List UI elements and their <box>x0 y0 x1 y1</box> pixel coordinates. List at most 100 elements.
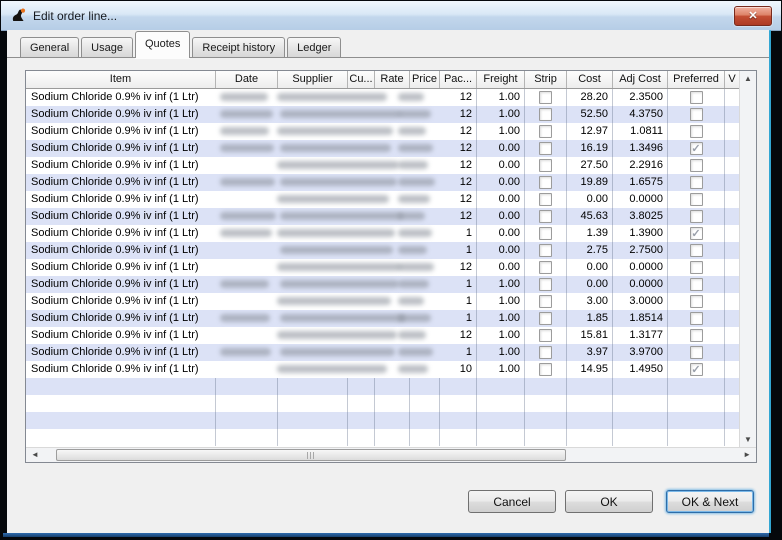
strip-checkbox[interactable] <box>539 227 552 240</box>
cell-item: Sodium Chloride 0.9% iv inf (1 Ltr) <box>26 106 216 123</box>
tab-receipt-history[interactable]: Receipt history <box>192 37 286 58</box>
cell-item <box>26 395 216 412</box>
cell-adj_cost: 1.6575 <box>613 174 668 191</box>
preferred-checkbox[interactable] <box>689 125 703 138</box>
cell-pack: 10 <box>440 361 477 378</box>
preferred-checkbox[interactable] <box>689 176 703 189</box>
redacted-streak <box>220 348 271 356</box>
cell-pack: 12 <box>440 208 477 225</box>
cancel-button[interactable]: Cancel <box>468 490 556 513</box>
preferred-checkbox[interactable]: ✓ <box>689 227 703 240</box>
cell-cost: 2.75 <box>567 242 613 259</box>
close-button[interactable]: ✕ <box>734 6 772 26</box>
column-header-pack[interactable]: Pac... <box>440 71 477 88</box>
cell-pack <box>440 429 477 446</box>
horizontal-scrollbar-thumb[interactable] <box>56 449 566 461</box>
column-header-freight[interactable]: Freight <box>477 71 525 88</box>
cell-pack: 12 <box>440 259 477 276</box>
cell-pack: 1 <box>440 293 477 310</box>
preferred-checkbox[interactable] <box>689 261 703 274</box>
column-header-item[interactable]: Item <box>26 71 216 88</box>
cell-preferred <box>668 395 725 412</box>
strip-checkbox[interactable] <box>539 193 552 206</box>
cell-cost: 3.00 <box>567 293 613 310</box>
ok-and-next-button[interactable]: OK & Next <box>666 490 754 513</box>
quotes-table: Item Date Supplier Cu... Rate Price Pac... Frei… <box>25 70 757 463</box>
column-header-cu[interactable]: Cu... <box>348 71 375 88</box>
column-header-strip[interactable]: Strip <box>525 71 567 88</box>
preferred-checkbox[interactable] <box>689 346 703 359</box>
strip-checkbox[interactable] <box>539 125 552 138</box>
column-header-v[interactable]: V <box>728 73 736 85</box>
vertical-scrollbar[interactable]: ▲ ▼ <box>739 71 756 447</box>
redacted-streak <box>220 110 273 118</box>
titlebar[interactable]: Edit order line... ✕ <box>1 1 781 31</box>
cell-cu <box>348 378 375 395</box>
strip-checkbox[interactable] <box>539 142 552 155</box>
cell-date <box>216 412 278 429</box>
preferred-checkbox[interactable] <box>689 329 703 342</box>
strip-checkbox[interactable] <box>539 363 552 376</box>
column-header-adj_cost[interactable]: Adj Cost <box>613 71 668 88</box>
cell-freight <box>477 429 525 446</box>
column-header-price[interactable]: Price <box>410 71 440 88</box>
scroll-left-icon[interactable]: ◄ <box>31 450 39 459</box>
table-row[interactable]: Sodium Chloride 0.9% iv inf (1 Ltr) 12 1.0… <box>26 327 739 344</box>
preferred-checkbox[interactable] <box>689 91 703 104</box>
column-header-rate[interactable]: Rate <box>375 71 410 88</box>
strip-checkbox[interactable] <box>539 295 552 308</box>
tab-general[interactable]: General <box>20 37 80 58</box>
tab-ledger[interactable]: Ledger <box>287 37 342 58</box>
strip-checkbox[interactable] <box>539 176 552 189</box>
preferred-checkbox[interactable]: ✓ <box>689 363 703 376</box>
scroll-right-icon[interactable]: ► <box>743 450 751 459</box>
column-header-date[interactable]: Date <box>216 71 278 88</box>
redacted-row <box>215 327 447 344</box>
redacted-streak <box>398 314 431 322</box>
cell-pack: 1 <box>440 276 477 293</box>
column-header-preferred[interactable]: Preferred <box>668 71 725 88</box>
horizontal-scrollbar[interactable]: ◄ ► <box>26 447 756 462</box>
tab-panel-divider <box>7 57 769 58</box>
preferred-checkbox[interactable] <box>689 244 703 257</box>
preferred-checkbox[interactable] <box>689 193 703 206</box>
scroll-down-icon[interactable]: ▼ <box>744 435 752 444</box>
strip-checkbox[interactable] <box>539 244 552 257</box>
preferred-checkbox[interactable] <box>689 295 703 308</box>
strip-checkbox[interactable] <box>539 278 552 291</box>
strip-checkbox[interactable] <box>539 312 552 325</box>
column-header-supplier[interactable]: Supplier <box>278 71 348 88</box>
check-icon: ✓ <box>691 142 701 155</box>
strip-checkbox[interactable] <box>539 91 552 104</box>
scroll-up-icon[interactable]: ▲ <box>744 74 752 83</box>
preferred-checkbox[interactable] <box>689 312 703 325</box>
preferred-checkbox[interactable] <box>689 278 703 291</box>
cell-item: Sodium Chloride 0.9% iv inf (1 Ltr) <box>26 293 216 310</box>
column-header-cost[interactable]: Cost <box>567 71 613 88</box>
preferred-checkbox[interactable]: ✓ <box>689 142 703 155</box>
redacted-streak <box>398 161 428 169</box>
cell-freight: 0.00 <box>477 208 525 225</box>
strip-checkbox[interactable] <box>539 108 552 121</box>
cell-v <box>725 225 739 242</box>
cell-strip <box>525 123 567 140</box>
tab-quotes[interactable]: Quotes <box>134 31 191 58</box>
tab-usage[interactable]: Usage <box>81 37 133 58</box>
cell-cost: 3.97 <box>567 344 613 361</box>
strip-checkbox[interactable] <box>539 261 552 274</box>
strip-checkbox[interactable] <box>539 159 552 172</box>
cell-v <box>725 361 739 378</box>
strip-checkbox[interactable] <box>539 210 552 223</box>
cell-v <box>725 378 739 395</box>
cell-item <box>26 412 216 429</box>
cell-cost <box>567 395 613 412</box>
cell-freight: 1.00 <box>477 293 525 310</box>
strip-checkbox[interactable] <box>539 346 552 359</box>
strip-checkbox[interactable] <box>539 329 552 342</box>
preferred-checkbox[interactable] <box>689 108 703 121</box>
preferred-checkbox[interactable] <box>689 159 703 172</box>
cell-cost: 16.19 <box>567 140 613 157</box>
cell-item: Sodium Chloride 0.9% iv inf (1 Ltr) <box>26 276 216 293</box>
preferred-checkbox[interactable] <box>689 210 703 223</box>
ok-button[interactable]: OK <box>565 490 653 513</box>
